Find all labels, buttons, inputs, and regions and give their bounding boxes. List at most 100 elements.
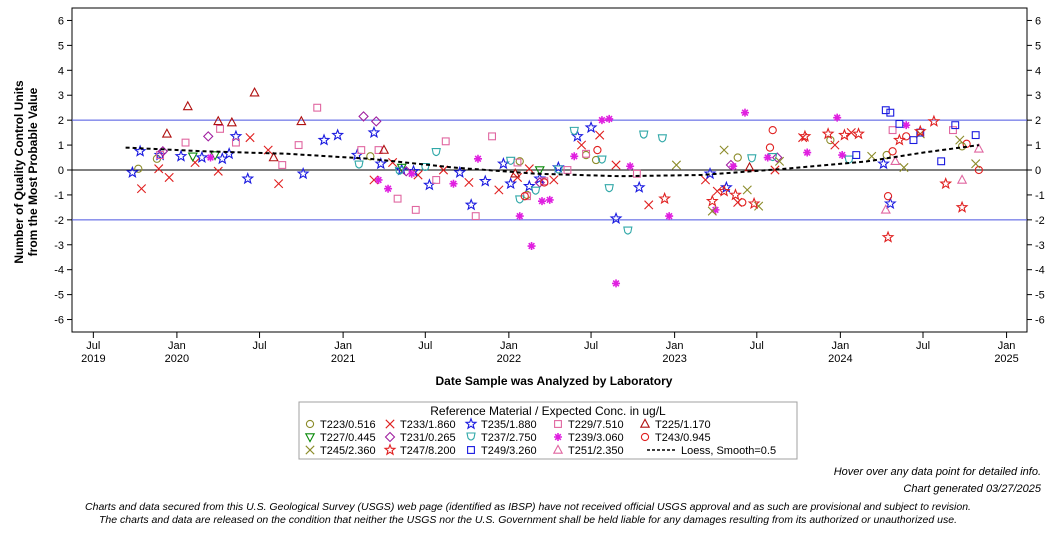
data-point xyxy=(741,108,749,117)
data-point xyxy=(888,147,897,156)
data-point xyxy=(747,154,757,163)
data-point xyxy=(707,206,717,216)
y-left-tick-label: -1 xyxy=(54,190,64,202)
data-point xyxy=(154,164,164,174)
data-point xyxy=(973,143,984,153)
legend: Reference Material / Expected Conc. in u… xyxy=(298,401,798,460)
legend-label: T235/1.880 xyxy=(481,419,537,431)
y-right-tick-label: 6 xyxy=(1035,15,1041,27)
data-point xyxy=(883,192,893,201)
data-point xyxy=(441,137,450,146)
data-point xyxy=(296,166,310,180)
data-point xyxy=(747,196,761,210)
data-point xyxy=(742,185,752,195)
data-point xyxy=(639,130,649,139)
generated-date: Chart generated 03/27/2025 xyxy=(903,483,1041,495)
data-point xyxy=(534,166,545,176)
data-point xyxy=(182,100,193,111)
data-point xyxy=(478,174,492,187)
data-point xyxy=(765,143,775,152)
y-left-tick-label: -6 xyxy=(54,315,64,327)
legend-label: T237/2.750 xyxy=(481,432,537,444)
data-point xyxy=(604,184,614,193)
x-year-label: 2025 xyxy=(994,353,1018,365)
data-point xyxy=(216,124,224,133)
data-point xyxy=(803,148,812,157)
hover-note: Hover over any data point for detailed i… xyxy=(833,466,1041,478)
data-point xyxy=(520,192,529,201)
data-point xyxy=(530,186,541,195)
y-axis-title-line2: from the Most Probable Value xyxy=(26,87,40,256)
x-tick-label: Jul xyxy=(86,340,100,352)
data-point xyxy=(187,152,198,163)
data-point xyxy=(738,198,747,207)
data-point xyxy=(366,152,375,161)
legend-label: T229/7.510 xyxy=(568,419,624,431)
data-point xyxy=(358,111,369,122)
data-point xyxy=(584,120,598,134)
data-point xyxy=(612,279,621,288)
legend-label: T223/0.516 xyxy=(320,419,376,431)
data-point xyxy=(553,165,564,174)
y-left-tick-label: 6 xyxy=(58,15,64,27)
legend-frame xyxy=(298,401,798,460)
data-point xyxy=(473,154,482,163)
data-point xyxy=(883,196,897,210)
data-point xyxy=(888,126,897,135)
y-left-tick-label: 2 xyxy=(58,115,64,127)
data-point xyxy=(420,162,430,172)
data-point xyxy=(245,133,255,143)
data-point xyxy=(331,128,345,141)
x-tick-label: Jan xyxy=(334,340,352,352)
data-point xyxy=(705,194,719,207)
data-point xyxy=(449,179,458,188)
data-point xyxy=(540,178,549,187)
legend-marker xyxy=(640,432,650,442)
data-point xyxy=(161,128,173,138)
data-point xyxy=(729,162,738,171)
y-right-tick-label: -6 xyxy=(1035,315,1045,327)
data-point xyxy=(181,138,190,147)
x-year-label: 2024 xyxy=(828,353,852,365)
data-point xyxy=(569,126,579,135)
data-point xyxy=(515,212,524,221)
data-point xyxy=(125,165,139,178)
legend-label: T225/1.170 xyxy=(655,419,711,431)
legend-label: Loess, Smooth=0.5 xyxy=(681,445,776,457)
data-point xyxy=(719,145,729,155)
data-point xyxy=(846,128,856,138)
data-point xyxy=(881,230,895,243)
data-point xyxy=(632,180,646,193)
series-loess-smooth-0-5 xyxy=(125,144,980,178)
series-t223-0-516 xyxy=(134,135,967,200)
data-point xyxy=(768,125,777,135)
data-point xyxy=(844,155,854,164)
y-left-tick-label: 0 xyxy=(58,165,64,177)
data-point xyxy=(263,145,273,155)
legend-items: T223/0.516 T233/1.860 T235/1.880 T229/7.510… xyxy=(304,417,776,457)
data-point xyxy=(374,175,383,184)
data-point xyxy=(545,195,554,204)
data-point xyxy=(916,128,925,137)
y-right-tick-label: -4 xyxy=(1035,265,1045,277)
y-right-tick-label: -5 xyxy=(1035,290,1045,302)
data-point xyxy=(719,180,733,193)
plot-area xyxy=(71,7,1028,333)
data-point xyxy=(396,163,407,174)
legend-marker xyxy=(639,418,651,428)
series-t247-8-200 xyxy=(658,114,969,243)
y-right-tick-label: 2 xyxy=(1035,115,1041,127)
x-tick-label: Jan xyxy=(831,340,849,352)
data-point xyxy=(249,86,260,97)
data-point xyxy=(274,179,284,189)
y-right-tick-label: -3 xyxy=(1035,240,1045,252)
x-tick-label: Jul xyxy=(916,340,930,352)
data-point xyxy=(313,103,322,112)
y-axis-title-line1: Number of Quality Control Units xyxy=(12,80,26,264)
legend-marker xyxy=(554,420,562,428)
data-point xyxy=(438,165,449,175)
data-point xyxy=(892,133,906,146)
data-point xyxy=(880,204,891,214)
data-point xyxy=(294,141,303,150)
